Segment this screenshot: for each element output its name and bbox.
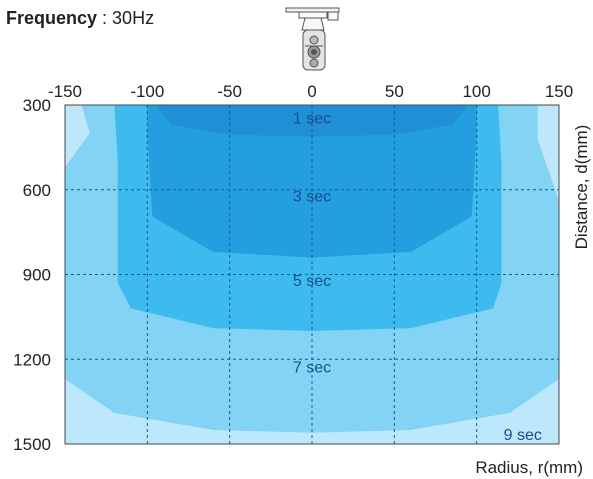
x-tick-label: 50	[385, 82, 404, 101]
frequency-label: Frequency	[6, 8, 98, 28]
zone-1-sec	[155, 105, 469, 137]
frequency-value: 30Hz	[112, 8, 155, 28]
grid-layer	[65, 105, 559, 444]
zone-labels-layer: 1 sec 3 sec 5 sec 7 sec 9 sec	[293, 111, 542, 444]
zone-label-5-sec: 5 sec	[293, 273, 331, 290]
y-tick-label: 900	[23, 266, 51, 285]
zone-label-3-sec: 3 sec	[293, 188, 331, 205]
x-tick-labels: -150 -100 -50 0 50 100 150	[48, 82, 573, 101]
x-axis-title: Radius, r(mm)	[475, 458, 583, 477]
y-tick-label: 1500	[13, 435, 51, 454]
x-tick-label: -100	[130, 82, 164, 101]
x-tick-label: -150	[48, 82, 82, 101]
frequency-title: Frequency : 30Hz	[6, 8, 154, 29]
y-axis-title: Distance, d(mm)	[572, 125, 591, 250]
zone-label-7-sec: 7 sec	[293, 359, 331, 376]
vibration-shaker-device-icon	[285, 7, 340, 71]
x-tick-label: 100	[462, 82, 490, 101]
y-tick-label: 1200	[13, 350, 51, 369]
zone-label-1-sec: 1 sec	[293, 111, 331, 128]
plot-frame	[64, 104, 560, 445]
y-tick-label: 300	[23, 96, 51, 115]
y-tick-labels: 300 600 900 1200 1500	[13, 96, 51, 454]
y-tick-label: 600	[23, 181, 51, 200]
frequency-separator: :	[97, 8, 113, 28]
x-tick-label: -50	[217, 82, 242, 101]
x-tick-label: 0	[307, 82, 316, 101]
zone-label-9-sec: 9 sec	[504, 427, 542, 444]
x-tick-label: 150	[545, 82, 573, 101]
